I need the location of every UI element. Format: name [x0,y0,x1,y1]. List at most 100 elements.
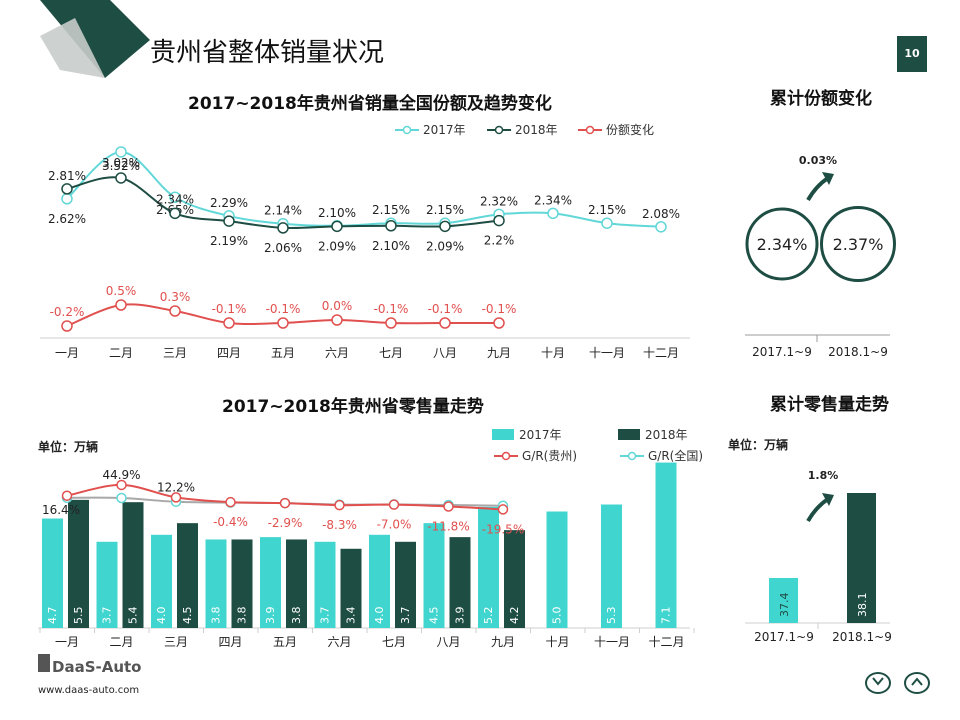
cum-bar-1 [769,578,798,623]
share-x-tick-8: 八月 [433,346,457,360]
retail-x-tick-9: 九月 [491,635,515,649]
cum-category-2: 2018.1~9 [832,630,892,644]
retail-bar-2018-1 [68,499,89,628]
bubble-change-label: 0.03% [799,154,837,167]
retail-x-tick-11: 十一月 [594,635,630,649]
cumulative-retail-title: 累计零售量走势 [770,395,889,415]
share-legend-1-label: 2017年 [423,123,466,137]
retail-unit-label: 单位：万辆 [38,440,99,454]
share-series-2-label-4: 2.19% [210,234,248,248]
share-series-3-point-5 [277,317,289,329]
chevron-down-icon [872,677,884,686]
retail-bar-2017-value-7: 4.0 [373,607,386,625]
bubble-trend-arrow [806,176,830,202]
share-series-3-point-6 [331,314,343,326]
share-series-1-label-4: 2.29% [210,196,248,210]
page-title: 贵州省整体销量状况 [150,38,385,68]
cum-trend-arrowhead [822,493,834,506]
share-series-3-point-9 [493,317,505,329]
next-page-button[interactable] [865,672,891,694]
share-series-1-label-7: 2.15% [372,203,410,217]
share-series-3-label-7: -0.1% [374,302,409,316]
share-series-1-label-6: 2.10% [318,206,356,220]
retail-legend-1-label: 2017年 [519,428,562,442]
share-series-3-point-4 [223,317,235,329]
share-series-1-label-2: 3.52% [102,159,140,173]
share-series-2-label-9: 2.2% [484,234,515,248]
retail-bar-2017-2 [96,541,118,628]
share-series-1-label-11: 2.15% [588,203,626,217]
share-series-1-point-12 [655,221,667,233]
retail-line-guizhou-point-2 [116,479,127,491]
bubble-category-2: 2018.1~9 [828,345,888,359]
cumulative-share-title: 累计份额变化 [770,89,872,109]
retail-bar-2017-value-3: 4.0 [155,607,168,625]
retail-line-guizhou-label-1: 16.4% [42,503,80,517]
share-series-1-label-10: 2.34% [534,193,572,207]
retail-bar-2018-value-6: 3.4 [345,607,358,625]
retail-line-guizhou-point-8 [443,501,454,512]
bubble-1 [745,207,819,281]
cum-trend-arrow [806,497,830,523]
retail-bar-2018-value-9: 4.2 [508,607,521,625]
retail-x-tick-12: 十二月 [648,635,684,649]
share-x-tick-10: 十月 [541,346,565,360]
retail-line-guizhou-label-8: -11.8% [427,519,469,533]
share-series-3-point-2 [115,299,127,311]
retail-bar-2017-value-6: 3.7 [319,607,332,625]
retail-line-guizhou-label-7: -7.0% [377,518,412,532]
retail-x-tick-8: 八月 [436,635,460,649]
share-series-1-label-9: 2.32% [480,194,518,208]
retail-bar-2017-7 [369,534,390,628]
share-x-tick-11: 十一月 [589,346,625,360]
cum-bar-2 [847,493,876,623]
retail-legend-2-swatch [618,429,640,440]
retail-bar-2017-12 [655,462,677,628]
share-series-2-label-6: 2.09% [318,239,356,253]
share-series-3-label-4: -0.1% [212,302,247,316]
retail-bar-2017-8 [423,523,445,628]
retail-trend-chart: 2017年 2018年 G/R(贵州) G/R(全国) 一月 二月 三月 四月 五月 六月 七月 八月… [38,428,703,649]
share-series-1-point-2 [115,146,127,158]
retail-bar-2017-3 [151,534,172,628]
share-series-3-label-3: 0.3% [160,290,191,304]
retail-bar-2018-2 [122,502,144,628]
share-series-3-label-9: -0.1% [482,302,517,316]
share-series-2-point-8 [439,220,451,233]
retail-bar-2017-value-11: 5.3 [605,607,618,625]
cum-bar-value-1: 37.4 [778,593,791,618]
website-text: www.daas-auto.com [38,685,140,696]
retail-legend-1-swatch [492,429,514,440]
share-series-3-point-7 [385,317,397,329]
retail-bar-2018-7 [395,541,416,628]
retail-bar-2017-value-2: 3.7 [101,607,114,625]
retail-bar-2018-value-4: 3.8 [236,607,249,625]
share-legend-2-marker [494,125,504,135]
share-series-3-label-5: -0.1% [266,302,301,316]
logo-mark [38,654,50,672]
retail-bar-2017-1 [42,518,63,628]
share-series-2-label-5: 2.06% [264,241,302,255]
share-legend-1-marker [402,125,412,135]
share-series-2-point-3 [169,207,181,220]
share-series-2-point-6 [331,220,343,233]
bubble-trend-arrowhead [822,172,834,185]
retail-bar-2017-11 [601,504,622,628]
share-series-2-point-5 [277,222,289,234]
prev-page-button[interactable] [904,672,930,694]
retail-line-guizhou-label-9: -19.5% [482,522,524,536]
cum-category-1: 2017.1~9 [754,630,814,644]
share-series-3-label-8: -0.1% [428,302,463,316]
retail-legend-3-label: G/R(贵州) [522,449,577,463]
cum-bar-value-2: 38.1 [856,593,869,618]
share-trend-title: 2017~2018年贵州省销量全国份额及趋势变化 [188,94,552,114]
bubble-value-1: 2.34% [757,235,808,254]
retail-line-guizhou-point-7 [388,499,400,510]
share-series-2-label-3: 2.34% [156,192,194,206]
retail-bar-2018-4 [231,539,253,628]
bubble-value-2: 2.37% [833,235,884,254]
logo-text: DaaS-Auto [52,658,142,676]
retail-bar-2018-9 [504,530,525,628]
retail-legend-4-marker [627,451,637,461]
retail-bar-2017-10 [546,511,568,628]
